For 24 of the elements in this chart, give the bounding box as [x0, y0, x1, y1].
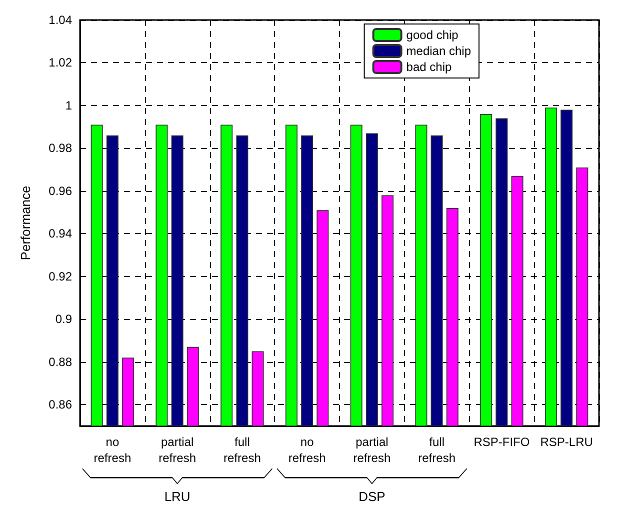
legend-label: bad chip: [406, 60, 452, 74]
x-tick-label: no refresh: [288, 435, 326, 465]
legend-label: median chip: [406, 44, 472, 58]
text: LRU: [164, 489, 190, 504]
y-tick-label: 1.04: [48, 13, 72, 27]
y-tick-label: 0.94: [48, 226, 72, 241]
y-tick-label: 0.92: [48, 269, 72, 284]
y-axis-title: Performance: [18, 186, 33, 260]
text: DSP: [358, 489, 386, 504]
y-tick-label: 1.02: [48, 56, 72, 70]
legend-label: good chip: [406, 28, 459, 42]
x-tick-label: RSP-FIFO: [474, 435, 530, 449]
x-tick-label: no refresh: [94, 435, 132, 465]
x-tick-label: full refresh: [224, 435, 261, 465]
y-tick-label: 0.9: [55, 312, 72, 326]
y-tick-label: 0.98: [48, 141, 72, 156]
x-tick-label: full refresh: [418, 435, 456, 465]
y-tick-label: 0.96: [48, 184, 72, 198]
y-tick-label: 0.88: [48, 354, 72, 369]
x-tick-label: partial refresh: [353, 435, 391, 465]
y-tick-label: 0.86: [48, 398, 72, 412]
x-tick-label: RSP-LRU: [540, 435, 593, 449]
x-tick-label: partial refresh: [158, 435, 196, 465]
y-tick-label: 1: [65, 98, 72, 112]
